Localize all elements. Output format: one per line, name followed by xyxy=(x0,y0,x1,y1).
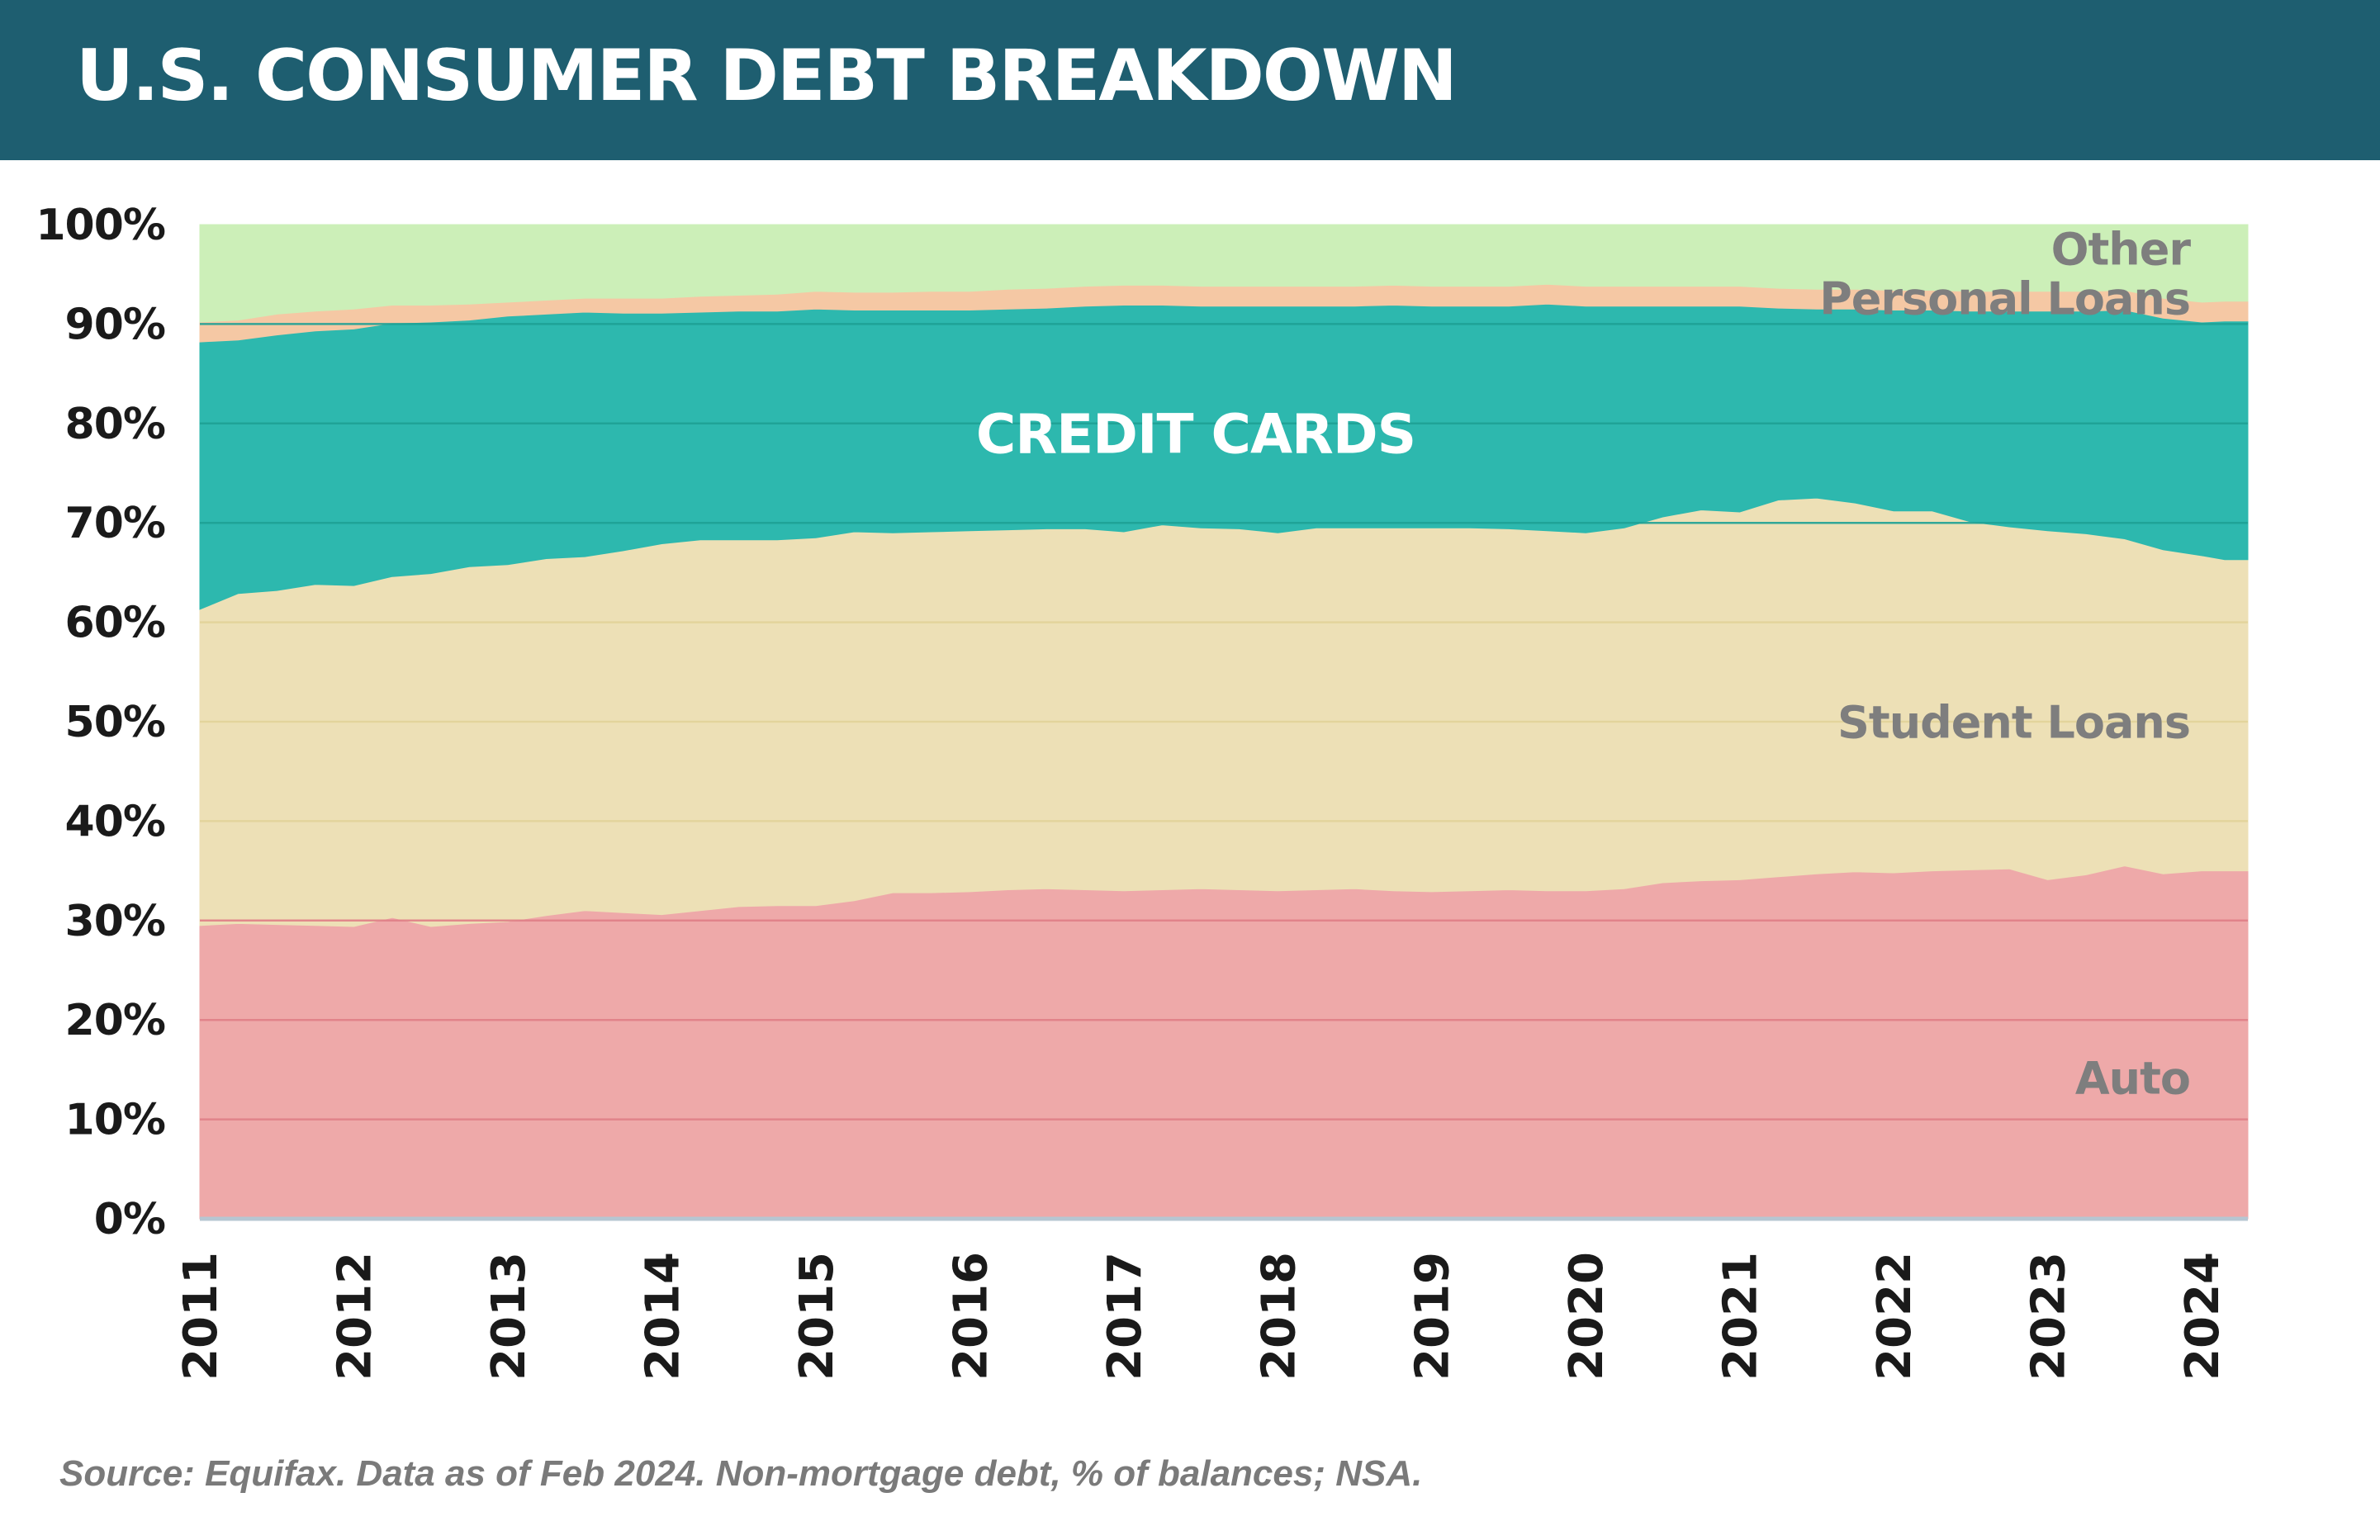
x-tick-label: 2024 xyxy=(2176,1252,2230,1381)
y-tick-label: 20% xyxy=(65,996,165,1045)
x-tick-label: 2016 xyxy=(944,1252,998,1381)
x-tick-label: 2019 xyxy=(1406,1252,1460,1381)
y-tick-label: 90% xyxy=(65,300,165,349)
x-tick-label: 2012 xyxy=(329,1252,382,1381)
x-tick-label: 2023 xyxy=(2022,1252,2076,1381)
labels-layer: Auto Student Loans CREDIT CARDS Personal Lo… xyxy=(976,223,2193,1104)
chart-title: U.S. CONSUMER DEBT BREAKDOWN xyxy=(76,35,1458,117)
y-tick-label: 50% xyxy=(65,698,165,747)
y-tick-label: 80% xyxy=(65,400,165,449)
y-tick-label: 60% xyxy=(65,599,165,648)
series-label-other: Other xyxy=(2051,223,2192,275)
x-tick-label: 2017 xyxy=(1098,1252,1152,1381)
x-tick-label: 2018 xyxy=(1252,1252,1306,1381)
x-tick-label: 2014 xyxy=(636,1252,690,1381)
y-tick-label: 0% xyxy=(94,1195,165,1244)
y-tick-label: 70% xyxy=(65,499,165,548)
series-label-credit-cards: CREDIT CARDS xyxy=(976,403,1415,467)
x-tick-label: 2011 xyxy=(174,1252,228,1381)
x-tick-label: 2022 xyxy=(1868,1252,1922,1381)
y-tick-label: 30% xyxy=(65,897,165,946)
x-tick-label: 2015 xyxy=(790,1252,844,1381)
chart-header: U.S. CONSUMER DEBT BREAKDOWN xyxy=(0,0,2380,160)
areas-layer xyxy=(199,224,2249,1220)
series-label-auto: Auto xyxy=(2075,1052,2190,1104)
grid-layer xyxy=(200,323,2248,1121)
axes-layer: 0% 10% 20% 30% 40% 50% 60% 70% 80% 90% 100% 2011 201… xyxy=(36,201,2248,1381)
y-tick-label: 10% xyxy=(65,1096,165,1145)
series-label-student-loans: Student Loans xyxy=(1837,696,2190,748)
x-tick-label: 2013 xyxy=(482,1252,536,1381)
series-label-personal-loans: Personal Loans xyxy=(1819,273,2190,325)
source-note: Source: Equifax. Data as of Feb 2024. No… xyxy=(59,1453,1423,1494)
y-tick-label: 40% xyxy=(65,797,165,846)
x-tick-label: 2021 xyxy=(1714,1252,1768,1381)
x-tick-label: 2020 xyxy=(1560,1252,1614,1381)
area-other xyxy=(199,224,2249,323)
y-tick-label: 100% xyxy=(36,201,165,250)
